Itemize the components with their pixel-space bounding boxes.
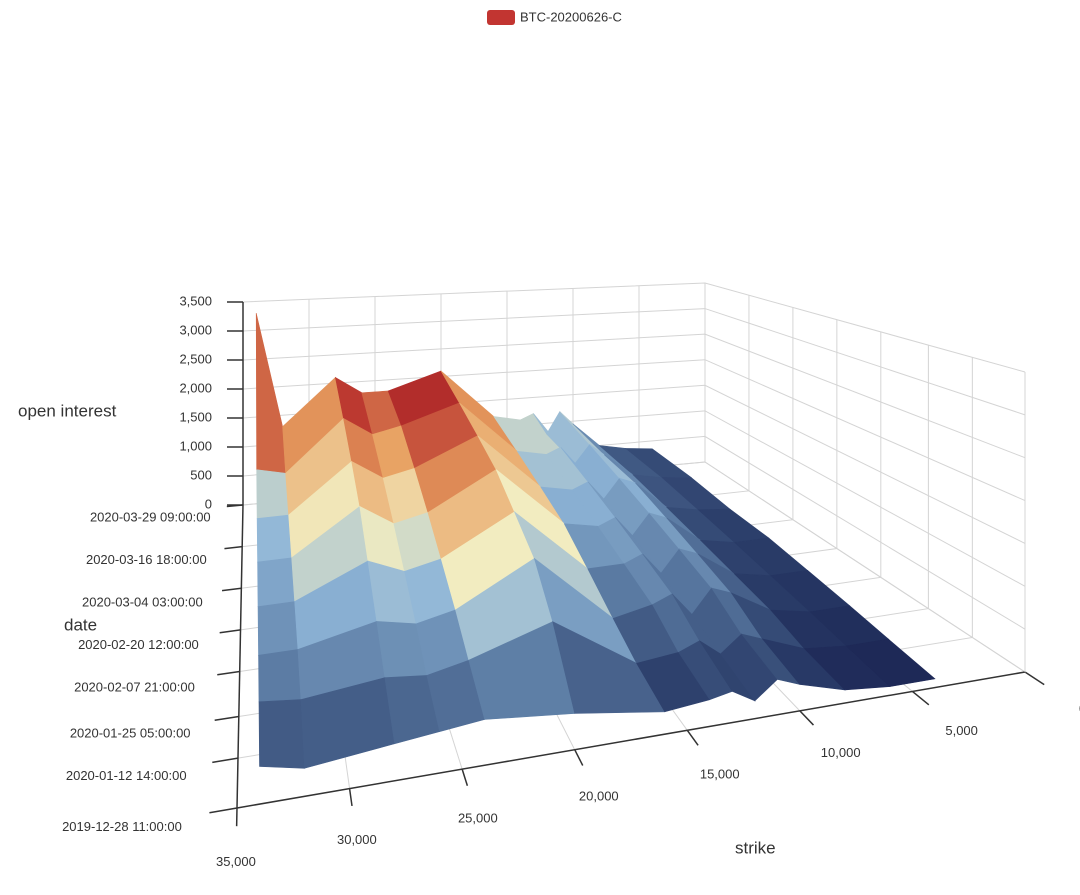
y-tick-label: 2020-03-16 18:00:00 (86, 552, 207, 567)
surface-cell (255, 312, 286, 474)
z-tick-label: 1,500 (179, 409, 212, 424)
surface-cell (257, 557, 295, 607)
x-tick-label: 5,000 (945, 723, 978, 738)
y-tick-label: 2020-01-12 14:00:00 (66, 768, 187, 783)
surface-cell (258, 699, 305, 769)
y-tick (212, 757, 239, 764)
x-tick (348, 788, 353, 807)
y-axis-title: date (64, 615, 97, 634)
x-tick-label: 25,000 (458, 810, 498, 825)
surface-cell (258, 649, 302, 703)
axis-line (236, 504, 244, 809)
y-tick (221, 587, 242, 592)
x-tick-label: 35,000 (216, 854, 256, 869)
grid-line (242, 282, 1026, 373)
x-tick (911, 690, 930, 706)
x-tick-label: 10,000 (821, 745, 861, 760)
z-tick-label: 0 (205, 496, 212, 511)
z-tick-label: 1,000 (179, 438, 212, 453)
x-tick-label: 30,000 (337, 832, 377, 847)
x-tick-label: 0 (1079, 701, 1080, 716)
y-tick-label: 2020-02-20 12:00:00 (78, 637, 199, 652)
surface-cell (845, 638, 936, 687)
y-tick (214, 715, 239, 722)
x-tick (686, 729, 699, 746)
surface-cell (256, 469, 289, 519)
x-tick (799, 710, 815, 726)
y-tick-label: 2020-02-07 21:00:00 (74, 679, 195, 694)
y-tick (226, 504, 244, 508)
surface-cell (257, 601, 299, 656)
x-tick (574, 749, 584, 766)
z-tick-label: 2,500 (179, 351, 212, 366)
y-tick (219, 629, 241, 634)
x-tick (1024, 671, 1045, 686)
legend-swatch[interactable] (487, 10, 515, 25)
y-tick (217, 670, 240, 676)
z-axis-title: open interest (18, 401, 117, 420)
z-tick-label: 2,000 (179, 380, 212, 395)
z-tick-label: 3,500 (179, 293, 212, 308)
x-tick-label: 20,000 (579, 789, 619, 804)
y-tick-label: 2019-12-28 11:00:00 (62, 819, 182, 834)
legend-label[interactable]: BTC-20200626-C (520, 9, 622, 24)
surface-cell (256, 514, 292, 563)
axis-line (236, 671, 1026, 809)
z-tick-label: 500 (190, 467, 212, 482)
y-tick-label: 2020-03-29 09:00:00 (90, 509, 211, 524)
y-tick-label: 2020-03-04 03:00:00 (82, 594, 203, 609)
y-tick (224, 545, 243, 550)
y-tick (209, 807, 238, 814)
x-tick-label: 15,000 (700, 767, 740, 782)
y-tick-label: 2020-01-25 05:00:00 (70, 726, 191, 741)
x-tick (461, 768, 469, 786)
x-axis-title: strike (735, 838, 776, 857)
z-tick-label: 3,000 (179, 322, 212, 337)
